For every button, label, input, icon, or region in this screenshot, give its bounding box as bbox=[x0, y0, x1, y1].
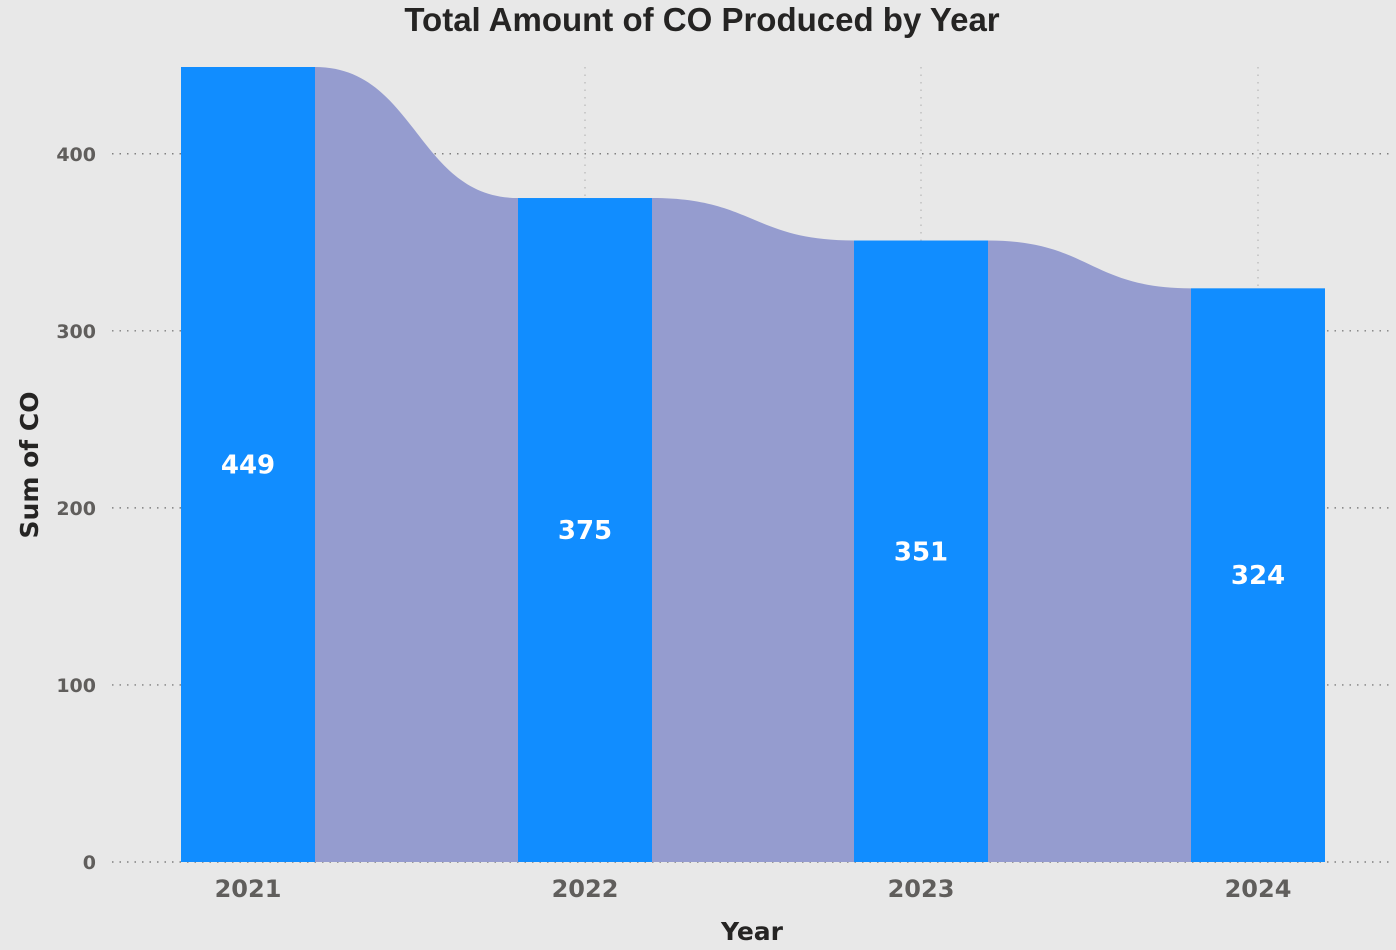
x-tick-label-2021: 2021 bbox=[215, 875, 282, 903]
bars bbox=[181, 67, 1325, 863]
y-tick-label: 100 bbox=[56, 675, 96, 697]
chart-title: Total Amount of CO Produced by Year bbox=[404, 1, 999, 38]
x-tick-label-2023: 2023 bbox=[888, 875, 955, 903]
y-axis-ticks: 0 100 200 300 400 bbox=[56, 144, 96, 874]
y-tick-label: 300 bbox=[56, 321, 96, 343]
y-tick-label: 400 bbox=[56, 144, 96, 166]
x-axis-ticks: 2021 2022 2023 2024 bbox=[215, 875, 1292, 903]
data-label-2024: 324 bbox=[1231, 561, 1285, 591]
x-tick-label-2022: 2022 bbox=[552, 875, 619, 903]
bar-2021 bbox=[181, 67, 315, 862]
ribbons bbox=[315, 67, 1191, 863]
x-tick-label-2024: 2024 bbox=[1225, 875, 1292, 903]
bar-2023 bbox=[854, 240, 988, 863]
y-axis-title: Sum of CO bbox=[15, 392, 44, 539]
y-tick-label: 0 bbox=[83, 852, 96, 874]
data-label-2023: 351 bbox=[894, 537, 948, 567]
ribbon-2023-2024 bbox=[988, 240, 1191, 863]
bar-2022 bbox=[518, 198, 652, 862]
data-label-2021: 449 bbox=[221, 451, 275, 481]
ribbon-2021-2022 bbox=[315, 67, 518, 862]
x-axis-title: Year bbox=[720, 917, 784, 946]
bar-2024 bbox=[1191, 288, 1325, 862]
data-labels: 449 375 351 324 bbox=[221, 451, 1285, 592]
y-tick-label: 200 bbox=[56, 498, 96, 520]
data-label-2022: 375 bbox=[558, 516, 612, 546]
ribbon-2022-2023 bbox=[652, 198, 854, 862]
